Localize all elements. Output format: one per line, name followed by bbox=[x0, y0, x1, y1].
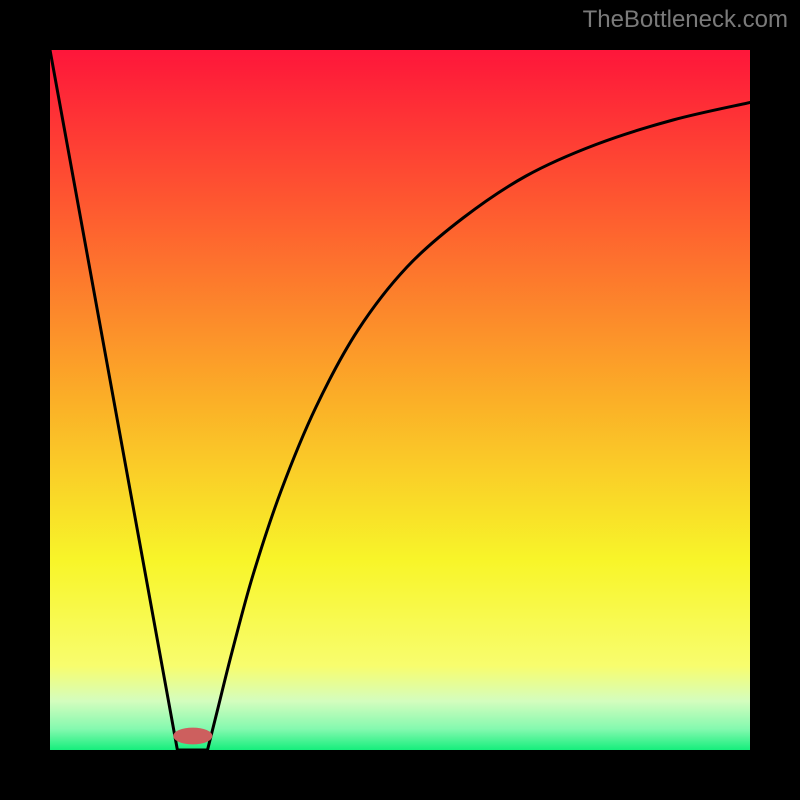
bottleneck-chart bbox=[0, 0, 800, 800]
chart-gradient-background bbox=[50, 50, 750, 750]
chart-container: TheBottleneck.com bbox=[0, 0, 800, 800]
watermark-text: TheBottleneck.com bbox=[583, 6, 788, 34]
bottleneck-point-marker bbox=[173, 728, 212, 745]
